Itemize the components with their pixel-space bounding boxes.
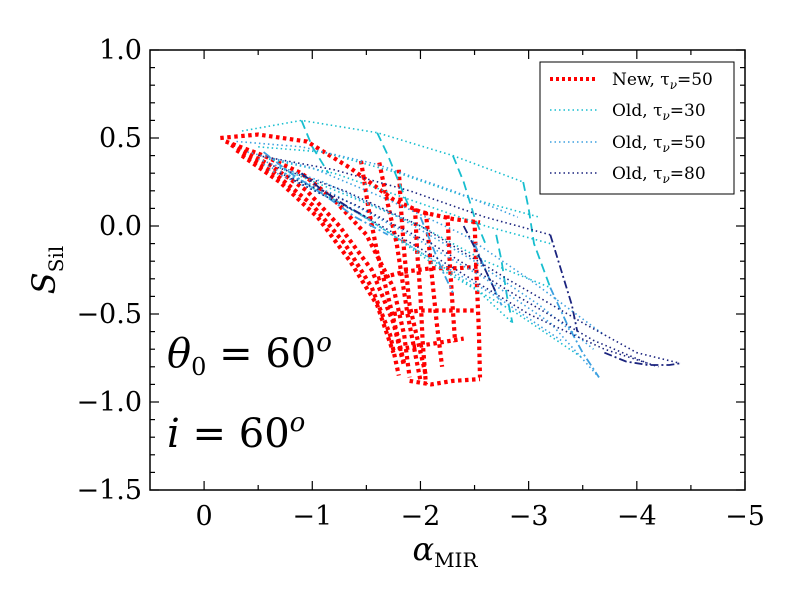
- x-axis-label: αMIR: [412, 530, 478, 572]
- x-tick-label: −4: [617, 501, 657, 532]
- y-tick-label: 0.0: [99, 211, 142, 242]
- x-tick-label: −5: [725, 501, 765, 532]
- series-6-line-1: [462, 225, 498, 294]
- series-6-line-0: [300, 172, 367, 218]
- series-6-line-3: [604, 351, 681, 366]
- series-0-line-4: [240, 153, 396, 354]
- series-1-line-4: [284, 172, 513, 324]
- series-0-line-1: [224, 139, 412, 378]
- y-tick-label: 1.0: [99, 35, 142, 66]
- legend-label-old-50: Old, τν=50: [612, 133, 706, 155]
- series-0-line-3: [235, 148, 401, 377]
- y-axis-label-sub: Sil: [44, 246, 68, 273]
- legend-label-old-30: Old, τν=30: [612, 101, 706, 123]
- annotation-incl-main: i: [167, 411, 180, 457]
- series-0-line-0: [220, 132, 481, 225]
- series-3-line-2: [257, 158, 595, 350]
- series-6-line-2: [549, 234, 579, 332]
- annotation-theta-mid: = 60: [206, 331, 316, 377]
- legend: New, τν=50 Old, τν=30 Old, τν=50 Old, τν…: [539, 61, 735, 195]
- series-5-line-1: [268, 163, 681, 365]
- series-0-line-5: [358, 160, 407, 364]
- x-tick-label: −1: [292, 501, 332, 532]
- series-5-line-2: [279, 172, 648, 365]
- annotation-incl-mid: = 60: [180, 411, 290, 457]
- series-2-line-4: [495, 234, 514, 323]
- x-axis-label-main: α: [412, 530, 434, 568]
- series-0-line-12: [376, 264, 481, 281]
- series-layer: [220, 119, 681, 387]
- series-0-line-15: [409, 377, 481, 387]
- legend-entry-new-50: New, τν=50: [550, 70, 713, 92]
- series-3-line-3: [263, 163, 600, 378]
- annotation-theta-main: θ: [167, 331, 191, 377]
- annotation-incl: i = 60o: [167, 408, 305, 457]
- series-4-line-0: [263, 151, 389, 236]
- plot-frame: [149, 49, 746, 491]
- annotation-theta-sub: 0: [191, 353, 206, 381]
- y-axis-label: SSil: [25, 246, 68, 294]
- legend-entry-old-80: Old, τν=80: [550, 164, 706, 186]
- series-1-line-0: [241, 119, 524, 183]
- series-2-line-2: [452, 155, 487, 244]
- series-3-line-4: [268, 168, 562, 342]
- y-axis-label-main: S: [25, 272, 63, 294]
- series-0-line-11: [472, 220, 483, 378]
- series-1-line-5: [301, 181, 584, 359]
- annotation-theta-sup: o: [316, 328, 332, 358]
- series-0-line-9: [423, 211, 445, 368]
- series-0-line-14: [398, 336, 465, 352]
- legend-label-old-80: Old, τν=80: [612, 164, 706, 186]
- series-2-line-0: [300, 120, 330, 174]
- annotation-incl-sup: o: [290, 408, 306, 438]
- legend-entry-old-30: Old, τν=30: [550, 101, 706, 123]
- legend-box: [539, 61, 735, 195]
- legend-label-new-50: New, τν=50: [612, 70, 713, 92]
- series-1-line-3: [279, 167, 551, 289]
- series-1-line-2: [268, 158, 551, 245]
- y-tick-label: −0.5: [76, 299, 142, 330]
- series-4-line-1: [419, 216, 454, 294]
- series-0-line-6: [377, 162, 423, 382]
- series-2-line-3: [522, 181, 552, 288]
- x-tick-label: −2: [401, 501, 441, 532]
- x-tick-label: −3: [509, 501, 549, 532]
- x-axis-label-sub: MIR: [434, 548, 478, 572]
- series-0-line-10: [445, 215, 458, 343]
- ticks-layer: 0 −1 −2 −3 −4 −5 1.0 0.5 0.0 −0.5 −1.0 −1.5: [76, 35, 764, 532]
- annotation-theta: θ0 = 60o: [167, 328, 332, 381]
- series-4-line-3: [549, 287, 600, 378]
- x-tick-label: 0: [195, 501, 212, 532]
- y-tick-label: 0.5: [99, 123, 142, 154]
- series-0-line-8: [412, 208, 428, 385]
- y-tick-label: −1.5: [76, 475, 142, 506]
- y-tick-label: −1.0: [76, 387, 142, 418]
- legend-entry-old-50: Old, τν=50: [550, 133, 706, 155]
